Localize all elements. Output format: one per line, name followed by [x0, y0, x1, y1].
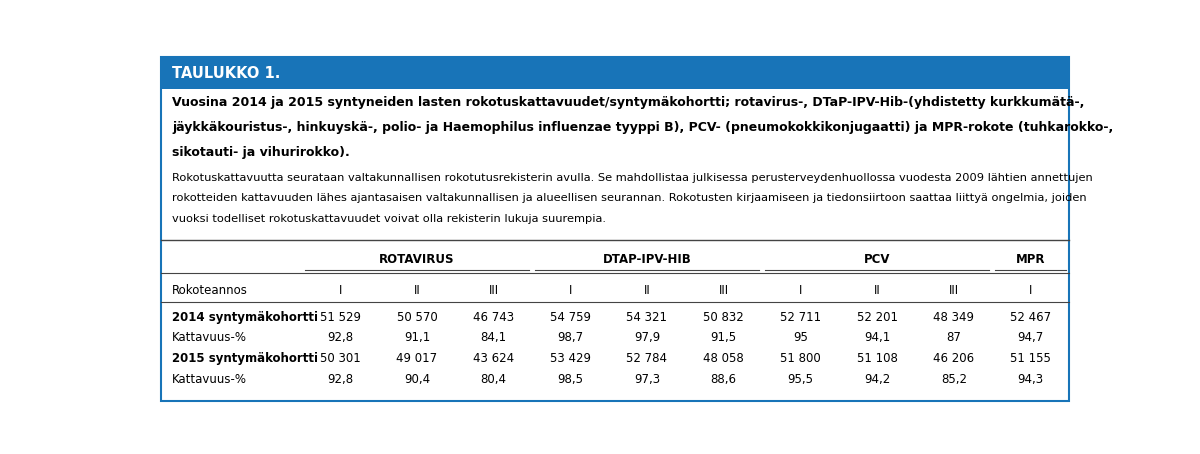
- Text: II: II: [643, 284, 650, 296]
- Text: 84,1: 84,1: [480, 331, 506, 345]
- Text: I: I: [1028, 284, 1032, 296]
- Text: III: III: [949, 284, 959, 296]
- Text: Rokotuskattavuutta seurataan valtakunnallisen rokotutusrekisterin avulla. Se mah: Rokotuskattavuutta seurataan valtakunnal…: [173, 173, 1093, 183]
- Text: 97,3: 97,3: [634, 374, 660, 386]
- Text: 50 832: 50 832: [703, 311, 744, 324]
- Text: 48 058: 48 058: [703, 352, 744, 365]
- Text: 49 017: 49 017: [396, 352, 438, 365]
- Text: 51 800: 51 800: [780, 352, 821, 365]
- Text: 51 108: 51 108: [857, 352, 898, 365]
- Text: 50 570: 50 570: [396, 311, 437, 324]
- Text: ROTAVIRUS: ROTAVIRUS: [379, 253, 455, 266]
- Text: 85,2: 85,2: [941, 374, 967, 386]
- Text: 50 301: 50 301: [320, 352, 360, 365]
- Text: 52 201: 52 201: [857, 311, 898, 324]
- Text: 51 529: 51 529: [319, 311, 361, 324]
- Text: Vuosina 2014 ja 2015 syntyneiden lasten rokotuskattavuudet/syntymäkohortti; rota: Vuosina 2014 ja 2015 syntyneiden lasten …: [173, 96, 1085, 109]
- Text: 54 759: 54 759: [550, 311, 590, 324]
- Text: 94,7: 94,7: [1018, 331, 1044, 345]
- Text: 52 467: 52 467: [1010, 311, 1051, 324]
- Text: Rokoteannos: Rokoteannos: [173, 284, 248, 296]
- Text: 95,5: 95,5: [787, 374, 814, 386]
- Text: 94,1: 94,1: [864, 331, 890, 345]
- Text: vuoksi todelliset rokotuskattavuudet voivat olla rekisterin lukuja suurempia.: vuoksi todelliset rokotuskattavuudet voi…: [173, 213, 606, 223]
- Text: 95: 95: [793, 331, 808, 345]
- Text: PCV: PCV: [864, 253, 890, 266]
- Text: 52 784: 52 784: [626, 352, 667, 365]
- Text: 54 321: 54 321: [626, 311, 667, 324]
- Text: 88,6: 88,6: [710, 374, 737, 386]
- Text: 2014 syntymäkohortti: 2014 syntymäkohortti: [173, 311, 318, 324]
- Text: MPR: MPR: [1015, 253, 1045, 266]
- Text: 91,1: 91,1: [403, 331, 430, 345]
- Text: 46 206: 46 206: [934, 352, 974, 365]
- Text: 48 349: 48 349: [934, 311, 974, 324]
- Text: 98,7: 98,7: [557, 331, 583, 345]
- Text: 87: 87: [947, 331, 961, 345]
- Text: 51 155: 51 155: [1010, 352, 1051, 365]
- Text: II: II: [874, 284, 881, 296]
- Text: 97,9: 97,9: [634, 331, 660, 345]
- Text: 90,4: 90,4: [404, 374, 430, 386]
- Text: rokotteiden kattavuuden lähes ajantasaisen valtakunnallisen ja alueellisen seura: rokotteiden kattavuuden lähes ajantasais…: [173, 193, 1087, 203]
- FancyBboxPatch shape: [161, 57, 1069, 89]
- Text: sikotauti- ja vihurirokko).: sikotauti- ja vihurirokko).: [173, 146, 350, 159]
- Text: 92,8: 92,8: [328, 331, 353, 345]
- Text: III: III: [488, 284, 499, 296]
- Text: I: I: [338, 284, 342, 296]
- Text: 94,3: 94,3: [1018, 374, 1044, 386]
- Text: I: I: [569, 284, 572, 296]
- Text: III: III: [719, 284, 728, 296]
- Text: 80,4: 80,4: [480, 374, 506, 386]
- Text: 43 624: 43 624: [473, 352, 514, 365]
- Text: 53 429: 53 429: [550, 352, 590, 365]
- Text: TAULUKKO 1.: TAULUKKO 1.: [173, 66, 281, 81]
- Text: 52 711: 52 711: [780, 311, 821, 324]
- Text: 98,5: 98,5: [557, 374, 583, 386]
- Text: Kattavuus-%: Kattavuus-%: [173, 374, 247, 386]
- FancyBboxPatch shape: [161, 57, 1069, 401]
- Text: 91,5: 91,5: [710, 331, 737, 345]
- Text: 92,8: 92,8: [328, 374, 353, 386]
- Text: 94,2: 94,2: [864, 374, 890, 386]
- Text: II: II: [414, 284, 420, 296]
- Text: 46 743: 46 743: [473, 311, 514, 324]
- Text: I: I: [799, 284, 802, 296]
- Text: jäykkäkouristus-, hinkuyskä-, polio- ja Haemophilus influenzae tyyppi B), PCV- (: jäykkäkouristus-, hinkuyskä-, polio- ja …: [173, 121, 1114, 134]
- Text: DTAP-IPV-HIB: DTAP-IPV-HIB: [602, 253, 691, 266]
- Text: Kattavuus-%: Kattavuus-%: [173, 331, 247, 345]
- Text: 2015 syntymäkohortti: 2015 syntymäkohortti: [173, 352, 318, 365]
